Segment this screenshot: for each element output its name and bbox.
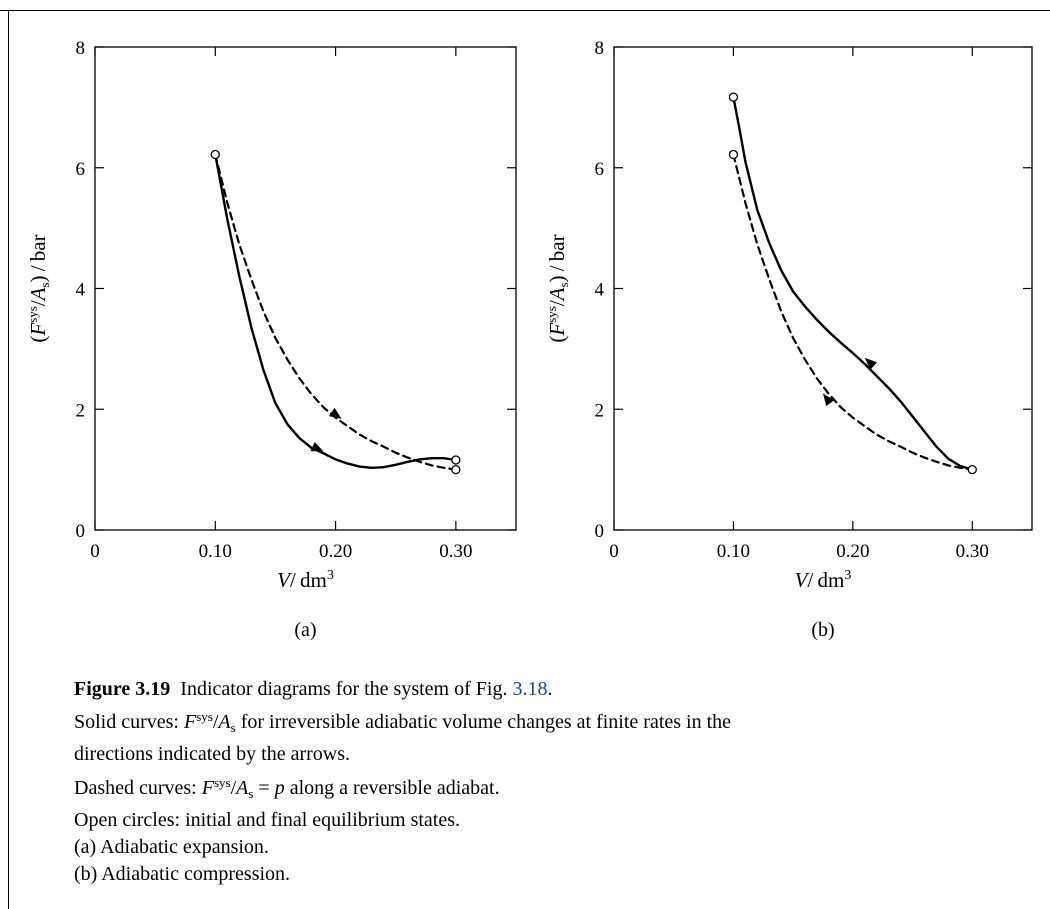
irreversible-curve	[732, 95, 974, 471]
x-axis-label: V/ dm3	[795, 568, 852, 592]
caption-compression-line: (b) Adiabatic compression.	[74, 863, 291, 886]
y-axis-label: (Fsys/As) / bar	[544, 234, 571, 342]
figure-label: Figure 3.19	[74, 678, 171, 700]
panel-label: (b)	[811, 619, 834, 641]
caption-solid-label: Solid curves:	[74, 711, 184, 734]
caption-title-text: Indicator diagrams for the system of Fig…	[180, 678, 508, 700]
symbol-sys-2: sys	[213, 774, 231, 790]
caption-dashed-text: along a reversible adiabat.	[284, 776, 500, 799]
x-tick-label: 0.10	[199, 541, 232, 562]
caption-dashed-label: Dashed curves:	[74, 776, 202, 799]
symbol-s: s	[230, 720, 236, 736]
caption-dashed-line: Dashed curves: Fsys/As = p along a rever…	[74, 774, 500, 801]
x-tick-label: 0	[90, 541, 100, 562]
equilibrium-state-circle	[210, 149, 220, 160]
direction-arrow	[864, 357, 878, 370]
x-tick-label: 0.30	[439, 541, 472, 562]
equilibrium-state-circle	[967, 464, 977, 475]
x-tick-label: 0.30	[956, 541, 989, 562]
x-tick-label: 0	[609, 541, 619, 562]
frame-left-border	[8, 10, 9, 909]
y-tick-label: 6	[76, 159, 86, 180]
direction-arrow	[310, 442, 324, 452]
direction-arrow	[823, 393, 835, 407]
reversible-adiabat-curve	[214, 153, 457, 471]
equilibrium-state-circle	[451, 464, 461, 475]
y-tick-label: 8	[595, 38, 605, 59]
chart-a: 0 0.10 0.20 0.30 0 2 4 6 8 V/ dm3 (Fsys/As) / bar (…	[25, 38, 517, 641]
equilibrium-state-circle	[728, 92, 739, 102]
y-tick-label: 4	[76, 280, 86, 301]
panel-label: (a)	[294, 619, 316, 641]
chart-b: 0 0.10 0.20 0.30 0 2 4 6 8 V/ dm3 (Fsys/As) / bar (…	[544, 38, 1033, 641]
x-axis-label: V/ dm3	[277, 568, 334, 592]
caption-solid-text: for irreversible adiabatic volume change…	[235, 711, 732, 734]
caption-solid-line: Solid curves: Fsys/As for irreversible a…	[74, 709, 732, 736]
x-tick-label: 0.20	[319, 541, 352, 562]
symbol-F-2: F	[201, 776, 214, 799]
x-tick-label: 0.10	[717, 541, 750, 562]
symbol-p: p	[274, 776, 285, 799]
frame-top-border	[0, 10, 1050, 11]
x-tick-label: 0.20	[836, 541, 869, 562]
reversible-adiabat-curve	[732, 153, 974, 471]
equilibrium-state-circle	[451, 455, 461, 465]
y-axis-label: (Fsys/As) / bar	[25, 234, 52, 342]
caption-title-line: Figure 3.19 Indicator diagrams for the sy…	[74, 678, 553, 700]
y-tick-label: 6	[595, 159, 605, 180]
symbol-s-2: s	[248, 785, 254, 801]
y-tick-label: 8	[76, 38, 86, 59]
symbol-F: F	[184, 711, 197, 734]
caption-directions-line: directions indicated by the arrows.	[74, 743, 351, 766]
y-tick-label: 0	[76, 521, 86, 542]
figure-caption: Figure 3.19 Indicator diagrams for the sy…	[74, 676, 1034, 888]
symbol-A-2: A	[236, 776, 249, 799]
figure-reference-link[interactable]: 3.18	[512, 678, 548, 700]
plot-frame	[613, 46, 1033, 531]
equilibrium-state-circle	[728, 149, 739, 160]
symbol-A: A	[218, 711, 231, 734]
caption-circles-line: Open circles: initial and final equilibr…	[74, 808, 461, 831]
y-tick-label: 0	[595, 521, 605, 542]
caption-expansion-line: (a) Adiabatic expansion.	[74, 836, 269, 859]
y-tick-label: 4	[595, 280, 605, 301]
y-tick-label: 2	[595, 400, 605, 421]
y-tick-label: 2	[76, 400, 86, 421]
symbol-sys: sys	[196, 709, 213, 725]
direction-arrow	[328, 407, 342, 419]
